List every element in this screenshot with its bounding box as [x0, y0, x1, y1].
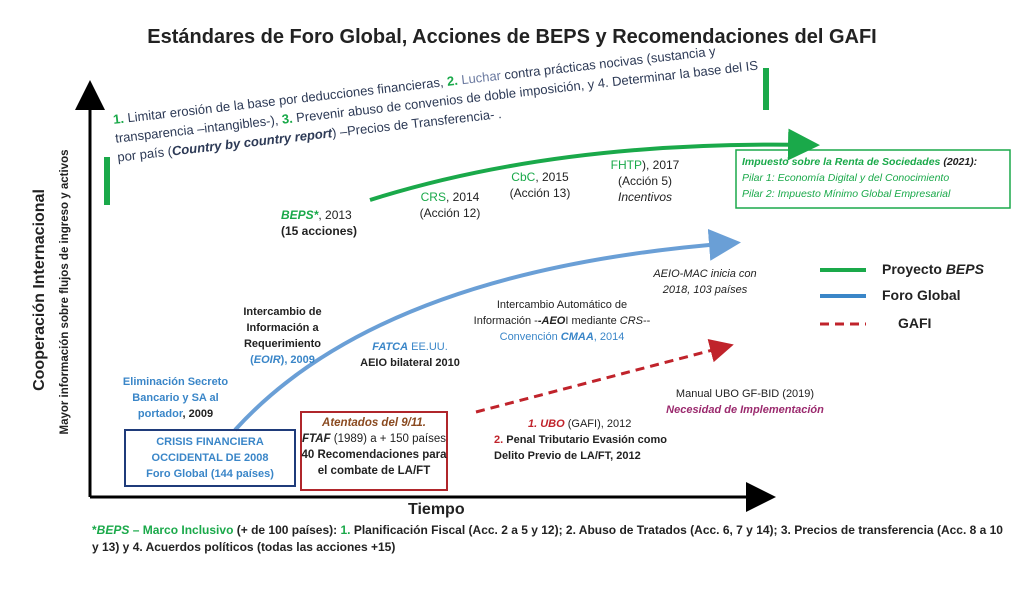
text-run: (Acción 5): [617, 174, 673, 188]
text-run: Manual UBO GF-BID (2019): [675, 388, 815, 400]
secreto-label: Eliminación Secreto Bancario y SA al porta…: [118, 374, 233, 422]
text-run: Luchar: [456, 67, 502, 88]
text-run: Incentivos: [617, 190, 673, 204]
text-run: Penal Tributario Evasión como: [503, 434, 668, 446]
y-sublabel: Mayor información sobre flujos de ingres…: [59, 149, 71, 435]
text-run: Eliminación Secreto: [122, 376, 229, 388]
text-run: EOIR: [253, 354, 281, 366]
text-run: FTAF: [302, 433, 331, 445]
atentados-text: Atentados del 9/11. FTAF (1989) a + 150 p…: [301, 415, 447, 479]
aeio-mac: AEIO-MAC inicia con 2018, 103 países: [640, 266, 770, 298]
text-run: (GAFI), 2012: [564, 418, 632, 430]
text-run: CRS: [420, 190, 446, 204]
text-run: Información a: [246, 322, 319, 334]
crisis-box: [124, 429, 296, 487]
text-run: Bancario y SA al: [132, 392, 219, 404]
text-run: 40 Recomendaciones para: [301, 449, 447, 461]
footnote: *BEPS – Marco Inclusivo (+ de 100 países…: [92, 522, 1007, 556]
text-run: FATCA: [372, 341, 409, 353]
text-run: Planificación Fiscal (Acc. 2 a 5 y 12); …: [92, 523, 1003, 554]
crisis-text: CRISIS FINANCIERA OCCIDENTAL DE 2008 Foro …: [125, 434, 295, 482]
text-run: I mediante: [565, 315, 620, 327]
legend-foro: Foro Global: [882, 287, 961, 303]
text-run: CRS: [619, 315, 644, 327]
beps-arrow: [369, 128, 820, 202]
text-run: --: [643, 315, 651, 327]
text-run: 2018, 103 países: [662, 284, 748, 296]
text-run: CMAA: [560, 331, 594, 343]
text-run: BEPS*: [281, 208, 319, 222]
text-run: , 2013: [318, 208, 352, 222]
text-run: Delito Previo de LA/FT, 2012: [494, 450, 641, 462]
text-run: Atentados del 9/11.: [322, 417, 426, 429]
text-run: Foro Global (144 países): [146, 468, 274, 480]
text-run: BEPS: [945, 261, 984, 277]
text-run: AEIO-MAC inicia con: [653, 268, 757, 280]
text-run: Necesidad de Implementación: [666, 404, 824, 416]
text-run: EE.UU.: [408, 341, 448, 353]
text-run: , 2009: [182, 408, 214, 420]
text-run: portador: [137, 408, 183, 420]
legend-beps: Proyecto BEPS: [882, 261, 984, 277]
text-run: Impuesto sobre la Renta de Sociedades: [742, 156, 941, 168]
text-run: -AEO: [537, 315, 566, 327]
foro-arrow: [233, 228, 741, 432]
text-run: (Acción 13): [509, 186, 571, 200]
text-run: FHTP: [610, 158, 642, 172]
text-run: , 2014: [593, 331, 625, 343]
text-run: ), 2017: [641, 158, 680, 172]
text-run: Proyecto: [882, 261, 946, 277]
aeoi-label: Intercambio Automático de Información --A…: [462, 297, 662, 345]
x-label: Tiempo: [408, 501, 465, 518]
text-run: *: [92, 523, 97, 537]
text-run: Pilar 2: Impuesto Mínimo Global Empresar…: [742, 188, 951, 200]
text-run: Convención: [499, 331, 561, 343]
text-run: OCCIDENTAL DE 2008: [151, 452, 269, 464]
title: Estándares de Foro Global, Acciones de B…: [147, 26, 877, 48]
atentados-box: [300, 411, 448, 491]
text-run: 1. UBO: [528, 418, 565, 430]
isr-text: Impuesto sobre la Renta de Sociedades (2…: [742, 154, 1010, 202]
text-run: (Acción 12): [419, 206, 481, 220]
manual-text: Manual UBO GF-BID (2019) Necesidad de Imp…: [650, 386, 840, 418]
text-run: (2021):: [940, 156, 978, 168]
ubo-text: 1. UBO (GAFI), 2012 2. Penal Tributario E…: [494, 416, 667, 464]
text-run: Requerimiento: [243, 338, 321, 350]
text-run: CRISIS FINANCIERA: [156, 436, 264, 448]
text-run: Información -: [473, 315, 538, 327]
text-run: (+ de 100 países):: [233, 523, 341, 537]
y-label: Cooperación Internacional: [31, 189, 48, 391]
legend-gafi: GAFI: [898, 315, 932, 331]
text-run: el combate de LA/FT: [317, 465, 431, 477]
cbc-label: CbC, 2015 (Acción 13): [495, 169, 585, 201]
text-run: , 2015: [535, 170, 569, 184]
isr-box: [735, 149, 1011, 209]
text-run: AEIO bilateral 2010: [360, 357, 460, 369]
text-run: (: [250, 354, 254, 366]
fhtp-label: FHTP), 2017 (Acción 5) Incentivos: [600, 157, 690, 205]
text-run: (1989) a + 150 países: [330, 433, 446, 445]
fatca-label: FATCA EE.UU. AEIO bilateral 2010: [350, 339, 470, 371]
eoir-label: Intercambio de Información a Requerimiento…: [225, 304, 340, 368]
gafi-arrow: [475, 338, 734, 414]
text-run: Intercambio de: [243, 306, 322, 318]
text-run: CbC: [511, 170, 536, 184]
beps-label: BEPS*, 2013 (15 acciones): [281, 207, 357, 239]
text-run: 2.: [494, 434, 504, 446]
text-run: ), 2009: [280, 354, 315, 366]
text-run: – Marco Inclusivo: [129, 523, 234, 537]
text-run: BEPS: [96, 523, 130, 537]
text-run: Pilar 1: Economía Digital y del Conocimi…: [742, 172, 950, 184]
text-run: Intercambio Automático de: [496, 299, 628, 311]
text-run: (15 acciones): [281, 224, 358, 238]
text-run: , 2014: [445, 190, 480, 204]
crs-label: CRS, 2014 (Acción 12): [405, 189, 495, 221]
text-run: 1.: [340, 523, 351, 537]
